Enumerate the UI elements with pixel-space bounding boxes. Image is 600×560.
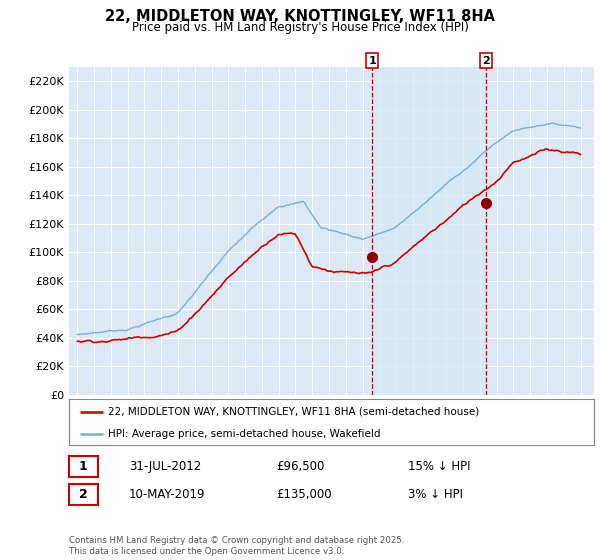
Text: 31-JUL-2012: 31-JUL-2012 — [129, 460, 201, 473]
Text: 3% ↓ HPI: 3% ↓ HPI — [408, 488, 463, 501]
Text: 2: 2 — [79, 488, 88, 501]
Text: £135,000: £135,000 — [276, 488, 332, 501]
Text: 22, MIDDLETON WAY, KNOTTINGLEY, WF11 8HA: 22, MIDDLETON WAY, KNOTTINGLEY, WF11 8HA — [105, 9, 495, 24]
Bar — [372, 67, 486, 395]
Text: 1: 1 — [368, 55, 376, 66]
Text: Contains HM Land Registry data © Crown copyright and database right 2025.
This d: Contains HM Land Registry data © Crown c… — [69, 536, 404, 556]
Text: 15% ↓ HPI: 15% ↓ HPI — [408, 460, 470, 473]
Text: 10-MAY-2019: 10-MAY-2019 — [129, 488, 205, 501]
Text: 2: 2 — [482, 55, 490, 66]
Text: 1: 1 — [79, 460, 88, 473]
Text: £96,500: £96,500 — [276, 460, 325, 473]
Text: Price paid vs. HM Land Registry's House Price Index (HPI): Price paid vs. HM Land Registry's House … — [131, 21, 469, 34]
Text: HPI: Average price, semi-detached house, Wakefield: HPI: Average price, semi-detached house,… — [109, 429, 381, 438]
Text: 22, MIDDLETON WAY, KNOTTINGLEY, WF11 8HA (semi-detached house): 22, MIDDLETON WAY, KNOTTINGLEY, WF11 8HA… — [109, 407, 479, 417]
